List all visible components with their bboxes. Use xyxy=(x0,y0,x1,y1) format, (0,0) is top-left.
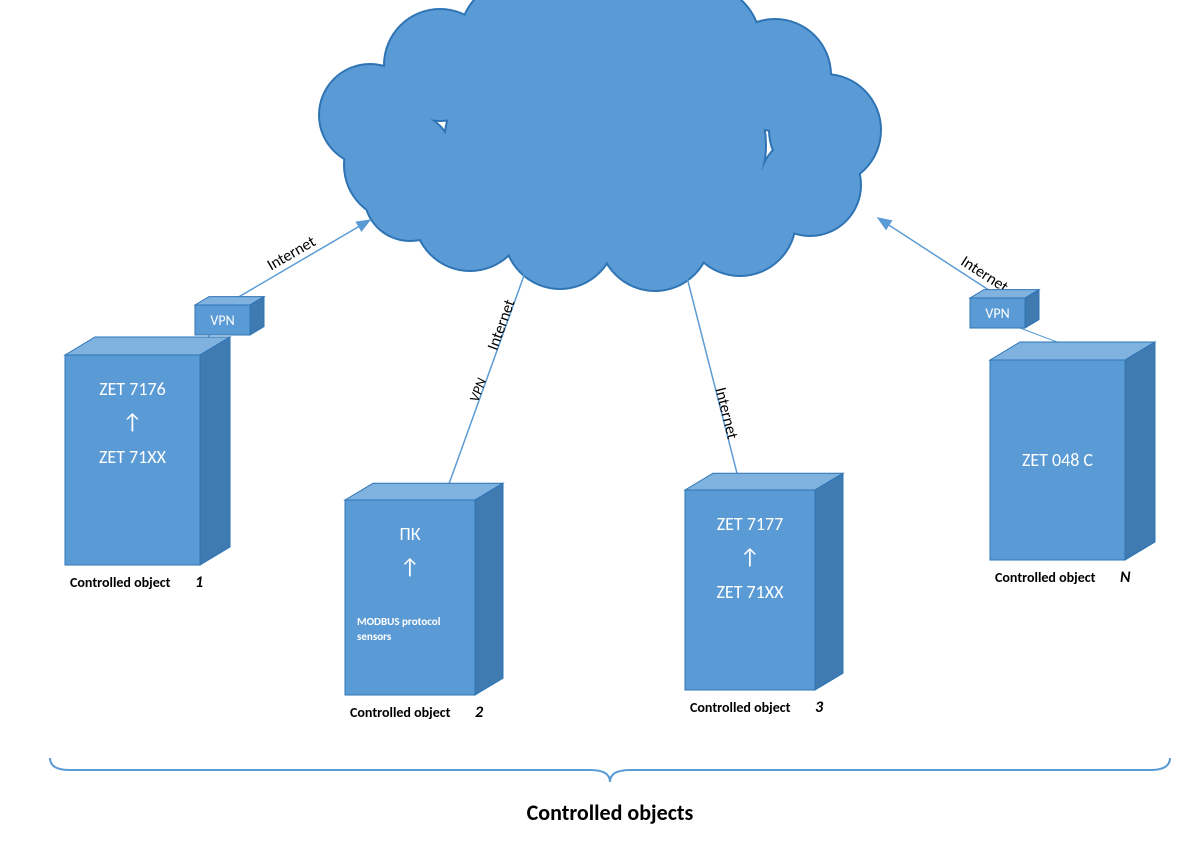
box-text-line: ПК xyxy=(400,523,421,545)
controlled-object-obj2: ПК ↑ MODBUS protocol sensors Controlled obje… xyxy=(345,483,503,722)
object-caption: Controlled object xyxy=(690,699,791,716)
object-caption: Controlled object xyxy=(70,574,171,591)
curly-brace xyxy=(50,758,1170,782)
connector-lines xyxy=(185,328,1110,362)
vpn-boxes-group: VPN VPN xyxy=(195,290,1039,335)
box-extra-text: MODBUS protocol xyxy=(357,615,441,628)
edge-label-internet: Internet xyxy=(484,296,520,353)
vpn-label: VPN xyxy=(985,305,1009,322)
box-text-line: ↑ xyxy=(740,543,760,570)
object-caption-number: 2 xyxy=(475,703,484,722)
controlled-object-obj3: ZET 7177 ↑ ZET 71XX Controlled object 3 xyxy=(685,473,843,717)
arrow-a4 xyxy=(878,218,998,296)
box-extra-text: sensors xyxy=(357,630,392,643)
box-text-line: ZET 048 C xyxy=(1022,449,1093,471)
controlled-object-objN: ZET 048 C Controlled object N xyxy=(990,342,1155,587)
vpn-box: VPN xyxy=(195,297,264,335)
edge-label-internet: Internet xyxy=(710,385,741,441)
object-caption-number: N xyxy=(1120,568,1131,587)
box-text-line: ZET 71XX xyxy=(99,446,167,468)
controlled-object-obj1: ZET 7176 ↑ ZET 71XX Controlled object 1 xyxy=(65,337,230,592)
box-text-line: ZET 7176 xyxy=(99,378,166,400)
bottom-brace: Controlled objects xyxy=(50,758,1170,826)
box-text-line: ZET 71XX xyxy=(717,581,785,603)
box-text-line: ZET 7177 xyxy=(717,513,784,535)
object-caption: Controlled object xyxy=(350,704,451,721)
box-text-line: ↑ xyxy=(123,408,143,435)
box-text-line: ↑ xyxy=(400,553,420,580)
arrow-a1 xyxy=(230,220,370,302)
diagram-title: Controlled objects xyxy=(527,799,694,826)
vpn-label: VPN xyxy=(210,312,234,329)
cloud-shape xyxy=(318,0,882,292)
controlled-objects-group: ZET 7176 ↑ ZET 71XX Controlled object 1 ПК ↑ MO… xyxy=(65,337,1155,722)
object-caption-number: 3 xyxy=(815,698,824,717)
arrow-a2 xyxy=(445,245,535,495)
arrow-a3 xyxy=(680,250,740,485)
vpn-box: VPN xyxy=(970,290,1039,328)
object-caption: Controlled object xyxy=(995,569,1096,586)
object-caption-number: 1 xyxy=(195,573,203,592)
